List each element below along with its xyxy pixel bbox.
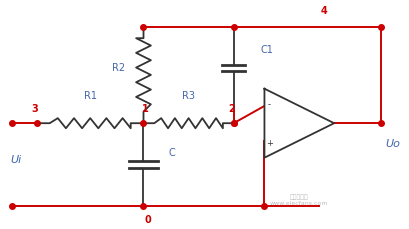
Text: 2: 2 (228, 103, 234, 113)
Text: Ui: Ui (10, 155, 21, 165)
Text: C: C (169, 148, 175, 158)
Text: R1: R1 (83, 90, 97, 101)
Text: 电子发烧友
www.elecfans.com: 电子发烧友 www.elecfans.com (270, 194, 328, 205)
Text: +: + (265, 139, 272, 148)
Text: Uo: Uo (384, 139, 399, 149)
Text: 3: 3 (31, 103, 38, 113)
Text: 0: 0 (144, 214, 151, 224)
Text: R3: R3 (182, 90, 195, 101)
Text: C1: C1 (259, 45, 272, 55)
Text: R2: R2 (112, 63, 125, 73)
Text: 4: 4 (320, 6, 326, 16)
Text: 1: 1 (142, 103, 148, 113)
Text: -: - (267, 100, 270, 109)
